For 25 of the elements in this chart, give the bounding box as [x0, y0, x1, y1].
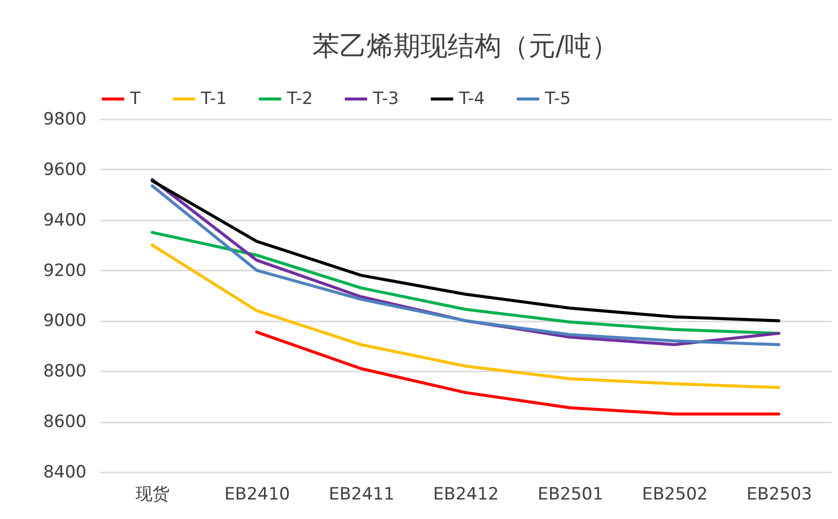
- x-tick-label: EB2411: [328, 484, 394, 504]
- legend-label: T-3: [372, 89, 399, 109]
- x-tick-label: EB2502: [642, 484, 708, 504]
- legend-label: T: [129, 89, 141, 109]
- x-tick-label: EB2412: [433, 484, 499, 504]
- legend-label: T-1: [200, 89, 227, 109]
- y-tick-label: 8400: [43, 462, 86, 482]
- legend-label: T-2: [286, 89, 313, 109]
- y-tick-label: 9200: [43, 260, 86, 281]
- line-series: [150, 244, 780, 390]
- y-tick-label: 9000: [43, 311, 86, 332]
- y-tick-label: 8600: [43, 412, 86, 432]
- legend-label: T-4: [458, 89, 485, 109]
- line-series: [150, 230, 780, 335]
- x-tick-label: EB2503: [746, 484, 812, 504]
- legend-label: T-5: [544, 89, 571, 109]
- x-tick-label: EB2501: [538, 484, 604, 504]
- y-tick-label: 8800: [43, 362, 86, 382]
- y-tick-label: 9800: [43, 110, 86, 130]
- y-tick-label: 9600: [43, 160, 86, 180]
- chart-title: 苯乙烯期现结构（元/吨）: [312, 31, 619, 62]
- x-tick-label: 现货: [136, 484, 170, 504]
- y-tick-label: 9400: [43, 210, 86, 230]
- line-series: [255, 330, 780, 416]
- x-tick-label: EB2410: [224, 484, 290, 504]
